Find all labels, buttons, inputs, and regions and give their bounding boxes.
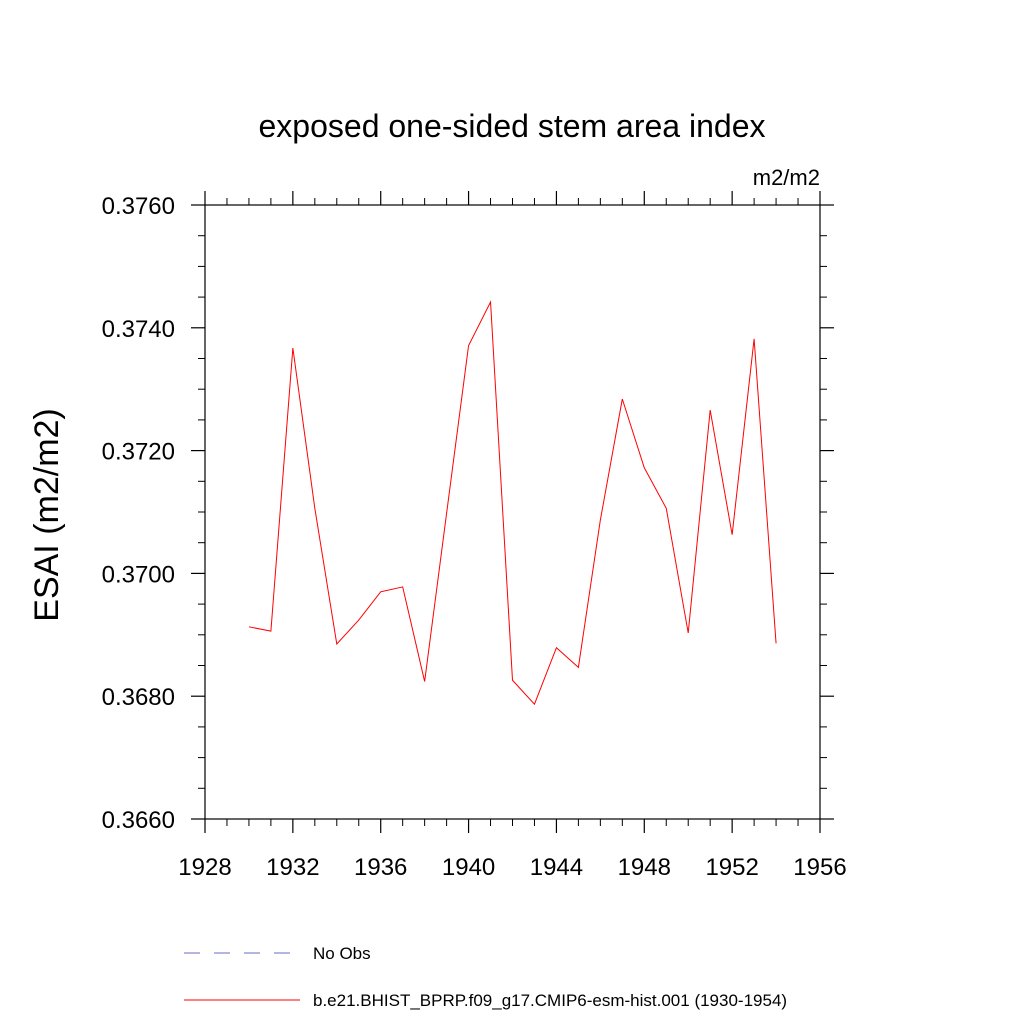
chart-title: exposed one-sided stem area index — [259, 108, 766, 144]
x-tick-label: 1940 — [442, 854, 495, 881]
y-tick-label: 0.3740 — [102, 316, 175, 343]
legend: No Obs b.e21.BHIST_BPRP.f09_g17.CMIP6-es… — [184, 944, 787, 1010]
x-tick-label: 1952 — [705, 854, 758, 881]
units-label: m2/m2 — [753, 165, 820, 190]
legend-label-no-obs: No Obs — [313, 944, 371, 963]
y-tick-label: 0.3720 — [102, 439, 175, 466]
x-tick-label: 1936 — [354, 854, 407, 881]
series-line — [248, 300, 777, 706]
y-tick-label: 0.3760 — [102, 193, 175, 220]
y-tick-label: 0.3660 — [102, 807, 175, 834]
y-tick-label: 0.3680 — [102, 684, 175, 711]
y-axis-label: ESAI (m2/m2) — [28, 408, 66, 621]
y-tick-label: 0.3700 — [102, 561, 175, 588]
x-tick-label: 1944 — [530, 854, 583, 881]
series-layer — [248, 300, 777, 706]
x-tick-label: 1948 — [618, 854, 671, 881]
x-tick-label: 1932 — [266, 854, 319, 881]
legend-label-model-run: b.e21.BHIST_BPRP.f09_g17.CMIP6-esm-hist.… — [313, 991, 787, 1010]
y-axis: 0.3660 0.3680 0.3700 0.3720 0.3740 0.3760 — [102, 193, 834, 834]
x-tick-label: 1956 — [793, 854, 846, 881]
x-axis: 1928 1932 1936 1940 1944 1948 1952 1956 — [178, 191, 847, 881]
x-tick-label: 1928 — [178, 854, 231, 881]
